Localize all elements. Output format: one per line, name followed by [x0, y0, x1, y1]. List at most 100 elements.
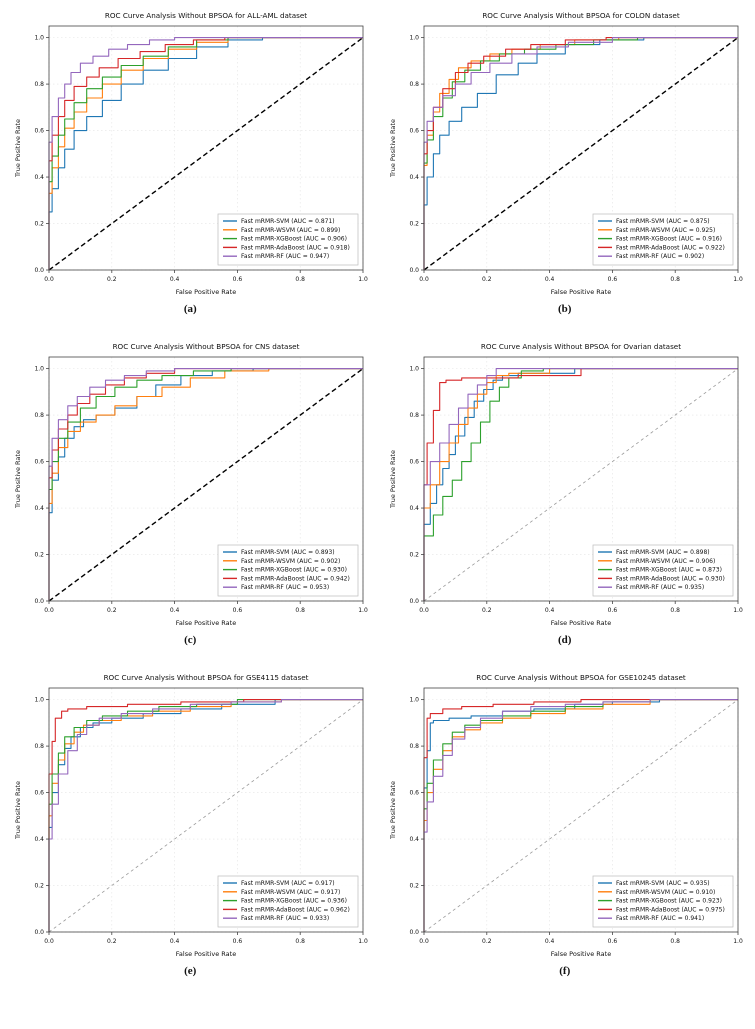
- roc-plot-c: 0.0 0.2 0.4 0.6 0.8 1.0 0.0 0.2 0.4 0.6 0.8 1.0 ROC …: [14, 342, 368, 627]
- x-axis-label: False Positive Rate: [176, 619, 236, 627]
- x-tick-label: 0.0: [419, 607, 429, 614]
- x-tick-label: 0.4: [170, 938, 180, 945]
- y-tick-label: 0.2: [35, 883, 45, 890]
- axis-ticks: 0.0 0.2 0.4 0.6 0.8 1.0 0.0 0.2 0.4 0.6 0.8 1.0: [409, 366, 742, 614]
- x-tick-label: 1.0: [733, 938, 743, 945]
- x-axis-label: False Positive Rate: [551, 619, 611, 627]
- roc-curves: [423, 699, 738, 932]
- subplot-d: 0.0 0.2 0.4 0.6 0.8 1.0 0.0 0.2 0.4 0.6 0.8 1.0 ROC …: [383, 339, 748, 646]
- chart-title: ROC Curve Analysis Without BPSOA for COL…: [482, 11, 680, 20]
- x-tick-label: 0.0: [44, 276, 54, 283]
- x-tick-label: 0.4: [545, 938, 555, 945]
- y-tick-label: 1.0: [35, 697, 45, 704]
- legend-entry-label: Fast mRMR-AdaBoost (AUC = 0.930): [616, 575, 725, 582]
- chance-diagonal-line: [48, 368, 364, 602]
- roc-chart-ovarian: 0.0 0.2 0.4 0.6 0.8 1.0 0.0 0.2 0.4 0.6 0.8 1.0 ROC …: [384, 339, 746, 631]
- x-tick-label: 0.8: [670, 938, 680, 945]
- legend-entry-label: Fast mRMR-RF (AUC = 0.902): [616, 253, 704, 260]
- chart-title: ROC Curve Analysis Without BPSOA for GSE…: [476, 673, 686, 682]
- y-tick-label: 0.6: [35, 459, 45, 466]
- legend: Fast mRMR-SVM (AUC = 0.875) Fast mRMR-WSV…: [592, 213, 734, 266]
- x-tick-label: 0.2: [107, 607, 117, 614]
- roc-chart-gse10245: 0.0 0.2 0.4 0.6 0.8 1.0 0.0 0.2 0.4 0.6 0.8 1.0 ROC …: [384, 670, 746, 962]
- y-tick-label: 0.4: [35, 505, 45, 512]
- legend: Fast mRMR-SVM (AUC = 0.893) Fast mRMR-WSV…: [217, 544, 359, 597]
- roc-curve-fast-mrmr-rf: [423, 37, 738, 270]
- legend-entry-label: Fast mRMR-AdaBoost (AUC = 0.918): [241, 244, 350, 251]
- chance-diagonal-line: [423, 37, 739, 271]
- legend-entry-label: Fast mRMR-SVM (AUC = 0.893): [241, 549, 335, 556]
- roc-curve-fast-mrmr-rf: [48, 699, 364, 932]
- y-axis-label: True Positive Rate: [389, 119, 397, 178]
- subplot-c: 0.0 0.2 0.4 0.6 0.8 1.0 0.0 0.2 0.4 0.6 0.8 1.0 ROC …: [8, 339, 373, 646]
- legend-entry-label: Fast mRMR-SVM (AUC = 0.917): [241, 880, 335, 887]
- y-axis-label: True Positive Rate: [14, 781, 22, 840]
- roc-plot-e: 0.0 0.2 0.4 0.6 0.8 1.0 0.0 0.2 0.4 0.6 0.8 1.0 ROC …: [14, 673, 368, 958]
- roc-chart-colon: 0.0 0.2 0.4 0.6 0.8 1.0 0.0 0.2 0.4 0.6 0.8 1.0 ROC …: [384, 8, 746, 300]
- subplot-caption-a: (a): [183, 303, 197, 315]
- x-tick-label: 0.8: [296, 276, 306, 283]
- axes-box: [423, 356, 739, 602]
- legend-entry-label: Fast mRMR-AdaBoost (AUC = 0.975): [616, 906, 725, 913]
- subplot-caption-f: (f): [559, 965, 571, 977]
- legend-entry-label: Fast mRMR-RF (AUC = 0.933): [241, 915, 329, 922]
- legend-entry-label: Fast mRMR-XGBoost (AUC = 0.873): [616, 567, 722, 574]
- figure-grid: 0.0 0.2 0.4 0.6 0.8 1.0 0.0 0.2 0.4 0.6 0.8 1.0 ROC …: [8, 8, 747, 977]
- legend-entry-label: Fast mRMR-SVM (AUC = 0.871): [241, 218, 335, 225]
- x-tick-label: 0.2: [482, 938, 492, 945]
- x-tick-label: 0.8: [670, 607, 680, 614]
- y-tick-label: 0.8: [35, 81, 45, 88]
- y-tick-label: 0.2: [35, 552, 45, 559]
- chart-title: ROC Curve Analysis Without BPSOA for ALL…: [105, 11, 307, 20]
- y-tick-label: 0.0: [35, 598, 45, 605]
- roc-curve-fast-mrmr-rf: [48, 37, 364, 270]
- y-tick-label: 0.8: [35, 412, 45, 419]
- legend-entry-label: Fast mRMR-AdaBoost (AUC = 0.962): [241, 906, 350, 913]
- x-tick-label: 1.0: [358, 607, 368, 614]
- roc-chart-cns: 0.0 0.2 0.4 0.6 0.8 1.0 0.0 0.2 0.4 0.6 0.8 1.0 ROC …: [9, 339, 371, 631]
- legend-entry-label: Fast mRMR-XGBoost (AUC = 0.906): [241, 236, 347, 243]
- x-tick-label: 0.0: [44, 607, 54, 614]
- legend-entry-label: Fast mRMR-XGBoost (AUC = 0.936): [241, 898, 347, 905]
- legend-entry-label: Fast mRMR-WSVM (AUC = 0.910): [616, 889, 715, 896]
- x-tick-label: 0.6: [233, 276, 243, 283]
- roc-curve-fast-mrmr-wsvm: [48, 368, 364, 601]
- x-tick-label: 0.6: [233, 607, 243, 614]
- axes-box: [48, 25, 364, 271]
- y-tick-label: 0.2: [409, 221, 419, 228]
- legend-entry-label: Fast mRMR-WSVM (AUC = 0.925): [616, 227, 715, 234]
- y-tick-label: 1.0: [35, 366, 45, 373]
- legend-box: [592, 544, 734, 597]
- legend-entry-label: Fast mRMR-WSVM (AUC = 0.899): [241, 227, 340, 234]
- subplot-caption-d: (d): [558, 634, 572, 646]
- y-tick-label: 0.4: [35, 174, 45, 181]
- legend-box: [217, 213, 359, 266]
- x-axis-label: False Positive Rate: [176, 288, 236, 296]
- legend-entry-label: Fast mRMR-RF (AUC = 0.947): [241, 253, 329, 260]
- x-tick-label: 0.2: [482, 276, 492, 283]
- legend-entry-label: Fast mRMR-RF (AUC = 0.953): [241, 584, 329, 591]
- y-tick-label: 0.6: [409, 459, 419, 466]
- y-axis-label: True Positive Rate: [389, 781, 397, 840]
- roc-curve-fast-mrmr-svm: [48, 699, 364, 932]
- y-tick-label: 0.8: [409, 412, 419, 419]
- legend-box: [217, 875, 359, 928]
- chance-diagonal-line: [48, 37, 364, 271]
- chart-title: ROC Curve Analysis Without BPSOA for Ova…: [481, 342, 681, 351]
- x-tick-label: 0.2: [107, 938, 117, 945]
- roc-curve-fast-mrmr-svm: [48, 37, 364, 270]
- x-tick-label: 0.8: [670, 276, 680, 283]
- x-axis-label: False Positive Rate: [551, 288, 611, 296]
- x-tick-label: 0.6: [607, 938, 617, 945]
- axis-ticks: 0.0 0.2 0.4 0.6 0.8 1.0 0.0 0.2 0.4 0.6 0.8 1.0: [35, 35, 368, 283]
- legend-entry-label: Fast mRMR-SVM (AUC = 0.935): [616, 880, 710, 887]
- legend-entry-label: Fast mRMR-XGBoost (AUC = 0.930): [241, 567, 347, 574]
- x-tick-label: 0.4: [545, 276, 555, 283]
- axes-box: [423, 25, 739, 271]
- roc-curve-fast-mrmr-rf: [423, 368, 738, 601]
- roc-curve-fast-mrmr-adaboost: [48, 37, 364, 270]
- legend-entry-label: Fast mRMR-WSVM (AUC = 0.906): [616, 558, 715, 565]
- y-tick-label: 0.4: [409, 174, 419, 181]
- legend-entry-label: Fast mRMR-SVM (AUC = 0.898): [616, 549, 710, 556]
- roc-curves: [423, 37, 738, 270]
